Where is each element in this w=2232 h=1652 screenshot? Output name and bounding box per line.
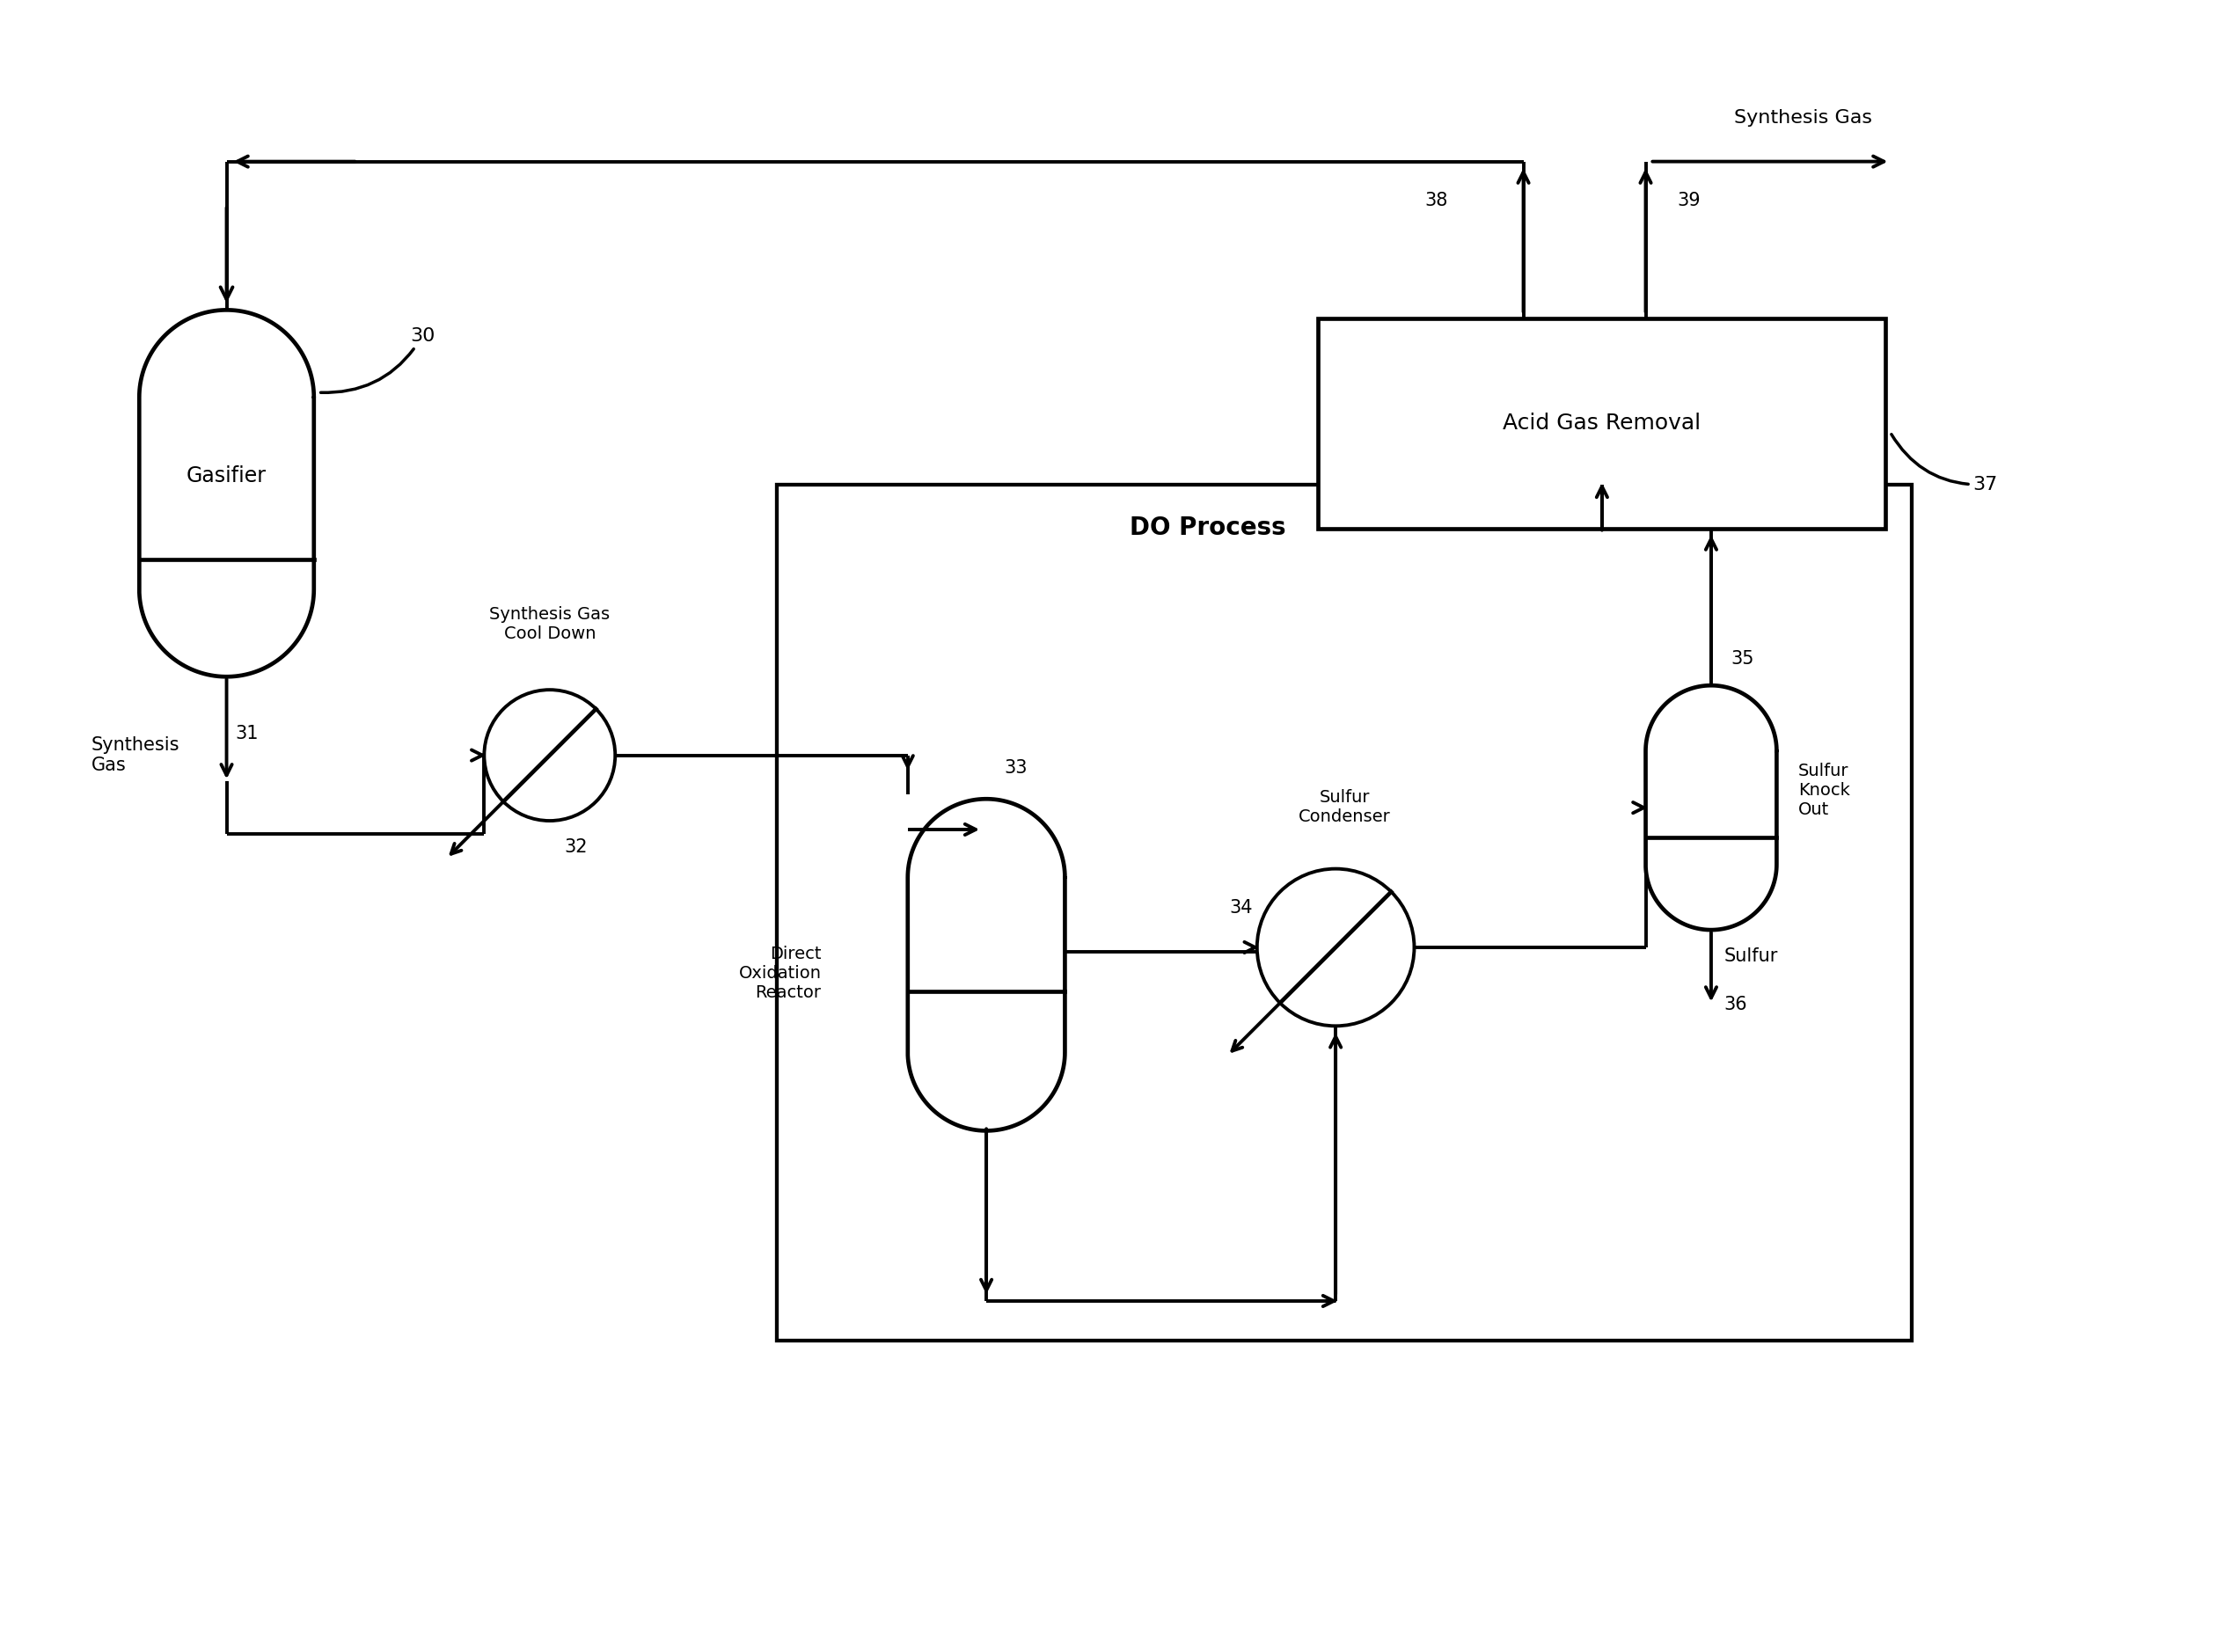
- Text: Synthesis Gas
Cool Down: Synthesis Gas Cool Down: [489, 606, 609, 641]
- Text: Acid Gas Removal: Acid Gas Removal: [1502, 413, 1701, 434]
- Polygon shape: [138, 311, 315, 677]
- Text: 37: 37: [1891, 434, 1998, 494]
- Text: 35: 35: [1730, 651, 1754, 667]
- Text: Synthesis
Gas: Synthesis Gas: [92, 737, 179, 775]
- Text: DO Process: DO Process: [1129, 515, 1286, 540]
- Circle shape: [1257, 869, 1415, 1026]
- Text: 34: 34: [1230, 899, 1252, 917]
- Text: 30: 30: [321, 327, 435, 393]
- Text: Sulfur: Sulfur: [1725, 947, 1779, 965]
- Text: 39: 39: [1678, 192, 1701, 210]
- Text: Gasifier: Gasifier: [187, 466, 266, 486]
- Bar: [777, 484, 1913, 1340]
- Text: Direct
Oxidation
Reactor: Direct Oxidation Reactor: [739, 947, 821, 1001]
- Text: 36: 36: [1725, 996, 1748, 1013]
- Text: Sulfur
Condenser: Sulfur Condenser: [1299, 790, 1391, 824]
- Text: 38: 38: [1424, 192, 1449, 210]
- Text: 33: 33: [1004, 760, 1027, 776]
- Text: Synthesis Gas: Synthesis Gas: [1734, 109, 1873, 127]
- Polygon shape: [908, 800, 1065, 1130]
- Bar: [1319, 319, 1886, 529]
- Text: 31: 31: [234, 725, 259, 742]
- Polygon shape: [1645, 686, 1777, 930]
- Text: 32: 32: [565, 838, 587, 856]
- Circle shape: [484, 691, 616, 821]
- Text: Sulfur
Knock
Out: Sulfur Knock Out: [1799, 763, 1850, 818]
